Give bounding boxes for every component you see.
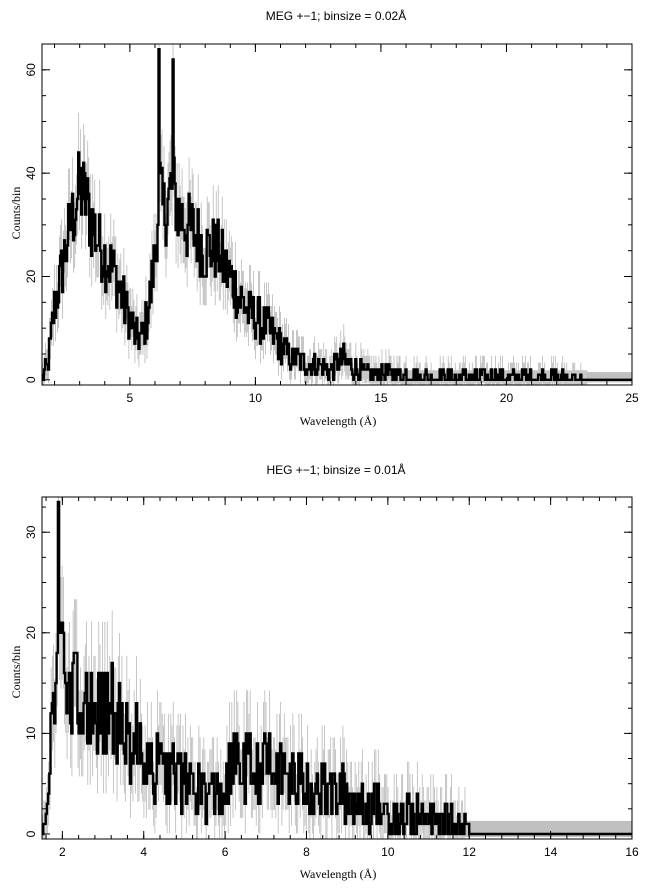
heg-x-tick-label: 8 xyxy=(303,845,310,859)
heg-y-tick-label: 10 xyxy=(24,726,38,740)
heg-x-tick-label: 16 xyxy=(625,845,639,859)
heg-chart-title: HEG +−1; binsize = 0.01Å xyxy=(266,462,405,477)
heg-x-tick-label: 14 xyxy=(544,845,558,859)
heg-spectrum-line xyxy=(42,500,632,836)
meg-y-axis-label: Counts/bin xyxy=(9,187,23,240)
heg-y-axis-label: Counts/bin xyxy=(9,646,23,699)
meg-y-tick-label: 60 xyxy=(24,63,38,77)
meg-x-tick-label: 20 xyxy=(500,391,514,405)
heg-y-tick-label: 20 xyxy=(24,626,38,640)
meg-x-tick-label: 15 xyxy=(374,391,388,405)
heg-x-tick-label: 2 xyxy=(59,845,66,859)
meg-x-tick-label: 5 xyxy=(127,391,134,405)
heg-x-tick-label: 6 xyxy=(222,845,229,859)
heg-chart: HEG +−1; binsize = 0.01Å Wavelength (Å) … xyxy=(9,462,639,881)
meg-x-tick-label: 25 xyxy=(625,391,639,405)
heg-y-tick-label: 0 xyxy=(24,830,38,837)
meg-chart: MEG +−1; binsize = 0.02Å Wavelength (Å) … xyxy=(9,8,639,428)
heg-y-tick-label: 30 xyxy=(24,525,38,539)
meg-y-tick-label: 40 xyxy=(24,166,38,180)
meg-y-tick-label: 0 xyxy=(24,376,38,383)
meg-x-tick-label: 10 xyxy=(249,391,263,405)
heg-x-tick-label: 12 xyxy=(463,845,477,859)
meg-x-axis-label: Wavelength (Å) xyxy=(300,414,377,428)
meg-background-band xyxy=(586,372,632,383)
meg-y-tick-label: 20 xyxy=(24,270,38,284)
heg-x-axis-label: Wavelength (Å) xyxy=(300,867,377,881)
heg-x-tick-label: 4 xyxy=(140,845,147,859)
heg-x-tick-label: 10 xyxy=(381,845,395,859)
meg-plot-frame xyxy=(41,43,633,386)
heg-plot-frame xyxy=(41,496,633,840)
meg-spectrum-line xyxy=(41,48,632,381)
meg-chart-title: MEG +−1; binsize = 0.02Å xyxy=(266,8,406,23)
